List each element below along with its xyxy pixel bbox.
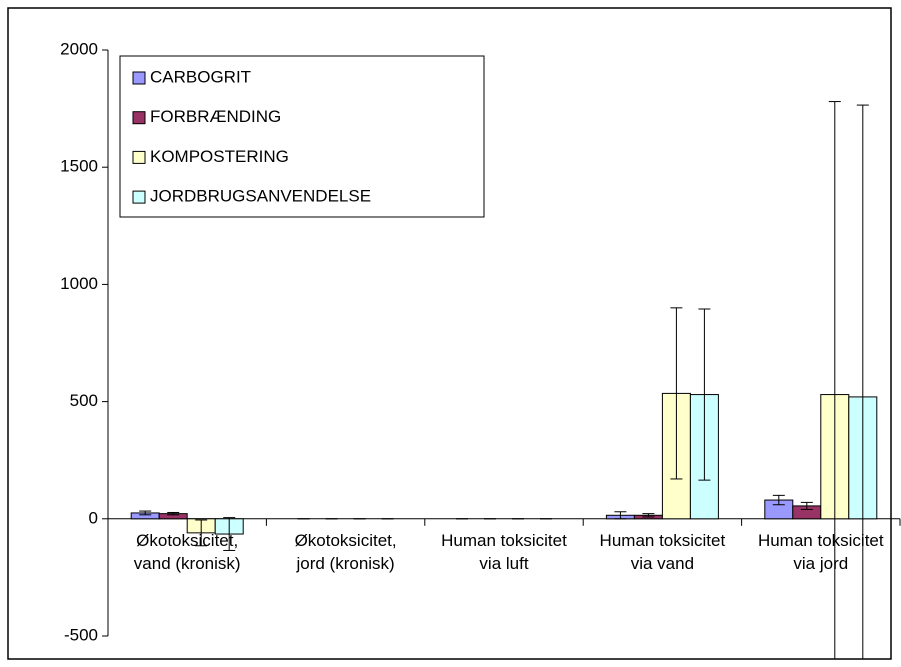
error-bar — [698, 308, 711, 481]
x-tick-label: Human toksicitet via vand — [599, 530, 726, 573]
legend-box — [119, 55, 485, 218]
error-bar — [670, 307, 683, 480]
legend-label: CARBOGRIT — [150, 67, 251, 86]
error-bar — [139, 510, 152, 516]
legend: CARBOGRIT FORBRÆNDING KOMPOSTERING JORDBRUG… — [119, 55, 485, 218]
legend-label: FORBRÆNDING — [150, 107, 281, 126]
error-bar — [195, 519, 208, 547]
legend-label: JORDBRUGSANVENDELSE — [150, 187, 371, 206]
x-tick-label: Økotoksicitet, vand (kronisk) — [133, 530, 241, 573]
legend-label: KOMPOSTERING — [150, 147, 289, 166]
error-bar — [223, 517, 236, 551]
y-tick-label: 2000 — [60, 39, 98, 58]
error-bar — [167, 511, 180, 516]
y-tick-label: 500 — [70, 391, 98, 410]
legend-swatch — [132, 111, 146, 125]
y-tick-label: -500 — [64, 625, 98, 644]
error-bar — [856, 104, 869, 659]
y-tick-label: 1500 — [60, 157, 98, 176]
plot — [130, 101, 878, 659]
error-bar — [772, 494, 785, 506]
legend-swatch — [132, 71, 146, 85]
error-bar — [614, 511, 627, 520]
error-bar — [828, 101, 841, 659]
legend-swatch — [132, 190, 146, 204]
legend-swatch — [132, 150, 146, 164]
y-tick-label: 1000 — [60, 274, 98, 293]
x-tick-label: Human toksicitet via luft — [441, 530, 567, 573]
x-tick-label: Human toksicitet via jord — [757, 530, 884, 573]
error-bar — [800, 501, 813, 510]
x-tick-label: Økotoksicitet, jord (kronisk) — [294, 530, 397, 573]
y-tick-label: 0 — [89, 508, 98, 527]
error-bar — [642, 513, 655, 518]
